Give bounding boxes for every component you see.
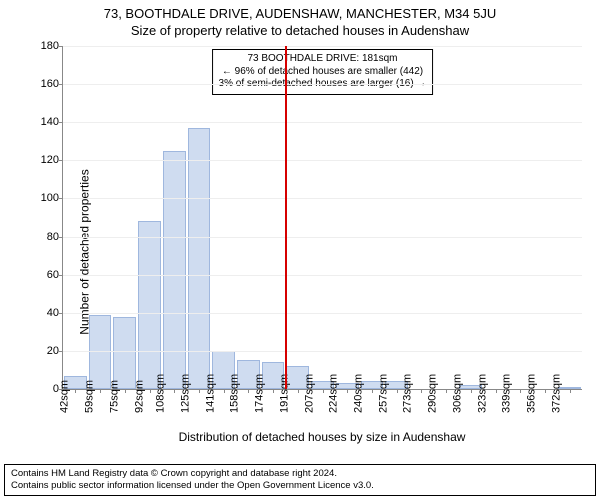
ytick-label: 180: [41, 40, 63, 52]
histogram-bar: [113, 317, 136, 389]
ytick-label: 0: [53, 383, 63, 395]
chart-title: 73, BOOTHDALE DRIVE, AUDENSHAW, MANCHEST…: [0, 0, 600, 21]
ytick-label: 20: [47, 345, 63, 357]
xtick-label: 125sqm: [179, 374, 191, 413]
gridline: [63, 122, 582, 123]
gridline: [63, 237, 582, 238]
xtick-mark: [496, 389, 497, 393]
xtick-mark: [75, 389, 76, 393]
xtick-mark: [397, 389, 398, 393]
bar-slot: 339sqm: [508, 46, 533, 389]
xtick-label: 323sqm: [476, 374, 488, 413]
annotation-line: ← 96% of detached houses are smaller (44…: [219, 66, 427, 79]
histogram-bar: [163, 151, 186, 389]
xtick-mark: [248, 389, 249, 393]
bar-slot: 59sqm: [88, 46, 113, 389]
xtick-mark: [421, 389, 422, 393]
histogram-bar: [138, 221, 161, 389]
chart-subtitle: Size of property relative to detached ho…: [0, 21, 600, 38]
chart-container: Number of detached properties 42sqm59sqm…: [10, 42, 590, 462]
xtick-mark: [174, 389, 175, 393]
bar-slot: 356sqm: [533, 46, 558, 389]
bar-slot: 257sqm: [384, 46, 409, 389]
annotation-box: 73 BOOTHDALE DRIVE: 181sqm ← 96% of deta…: [212, 49, 434, 95]
bar-slot: 273sqm: [409, 46, 434, 389]
bar-slot: 141sqm: [211, 46, 236, 389]
ytick-label: 160: [41, 78, 63, 90]
xtick-mark: [372, 389, 373, 393]
xtick-mark: [545, 389, 546, 393]
bars-group: 42sqm59sqm75sqm92sqm108sqm125sqm141sqm15…: [63, 46, 582, 389]
bar-slot: 290sqm: [434, 46, 459, 389]
ytick-label: 80: [47, 231, 63, 243]
xtick-label: 372sqm: [550, 374, 562, 413]
xtick-label: 141sqm: [204, 374, 216, 413]
xtick-mark: [347, 389, 348, 393]
gridline: [63, 198, 582, 199]
bar-slot: 240sqm: [360, 46, 385, 389]
x-axis-label: Distribution of detached houses by size …: [62, 430, 582, 444]
footer-line: Contains public sector information licen…: [11, 480, 589, 492]
bar-slot: 92sqm: [137, 46, 162, 389]
footer-line: Contains HM Land Registry data © Crown c…: [11, 468, 589, 480]
xtick-mark: [323, 389, 324, 393]
bar-slot: 224sqm: [335, 46, 360, 389]
gridline: [63, 46, 582, 47]
xtick-mark: [446, 389, 447, 393]
bar-slot: 174sqm: [261, 46, 286, 389]
annotation-line: 73 BOOTHDALE DRIVE: 181sqm: [219, 53, 427, 66]
gridline: [63, 351, 582, 352]
bar-slot: 75sqm: [112, 46, 137, 389]
xtick-label: 290sqm: [427, 374, 439, 413]
ytick-label: 140: [41, 116, 63, 128]
xtick-mark: [199, 389, 200, 393]
xtick-label: 306sqm: [451, 374, 463, 413]
xtick-label: 257sqm: [377, 374, 389, 413]
xtick-mark: [100, 389, 101, 393]
xtick-mark: [520, 389, 521, 393]
xtick-mark: [224, 389, 225, 393]
bar-slot: 42sqm: [63, 46, 88, 389]
histogram-bar: [188, 128, 211, 389]
xtick-label: 92sqm: [133, 380, 145, 413]
gridline: [63, 84, 582, 85]
xtick-mark: [125, 389, 126, 393]
bar-slot: 191sqm: [285, 46, 310, 389]
xtick-label: 273sqm: [402, 374, 414, 413]
xtick-label: 339sqm: [501, 374, 513, 413]
footer-attribution: Contains HM Land Registry data © Crown c…: [4, 464, 596, 496]
xtick-label: 207sqm: [303, 374, 315, 413]
xtick-label: 108sqm: [155, 374, 167, 413]
bar-slot: 372sqm: [557, 46, 582, 389]
gridline: [63, 160, 582, 161]
bar-slot: 306sqm: [459, 46, 484, 389]
ytick-label: 100: [41, 192, 63, 204]
ytick-label: 40: [47, 307, 63, 319]
xtick-label: 191sqm: [278, 374, 290, 413]
xtick-label: 174sqm: [254, 374, 266, 413]
xtick-label: 59sqm: [84, 380, 96, 413]
bar-slot: 125sqm: [187, 46, 212, 389]
xtick-mark: [570, 389, 571, 393]
xtick-mark: [273, 389, 274, 393]
xtick-mark: [471, 389, 472, 393]
bar-slot: 323sqm: [483, 46, 508, 389]
bar-slot: 207sqm: [310, 46, 335, 389]
xtick-label: 158sqm: [229, 374, 241, 413]
ytick-label: 60: [47, 269, 63, 281]
xtick-mark: [150, 389, 151, 393]
xtick-label: 75sqm: [108, 380, 120, 413]
gridline: [63, 313, 582, 314]
xtick-label: 240sqm: [352, 374, 364, 413]
bar-slot: 158sqm: [236, 46, 261, 389]
ytick-label: 120: [41, 154, 63, 166]
reference-line: [285, 46, 287, 389]
plot-area: 42sqm59sqm75sqm92sqm108sqm125sqm141sqm15…: [62, 46, 582, 390]
bar-slot: 108sqm: [162, 46, 187, 389]
xtick-mark: [298, 389, 299, 393]
xtick-label: 356sqm: [525, 374, 537, 413]
gridline: [63, 275, 582, 276]
xtick-label: 224sqm: [328, 374, 340, 413]
